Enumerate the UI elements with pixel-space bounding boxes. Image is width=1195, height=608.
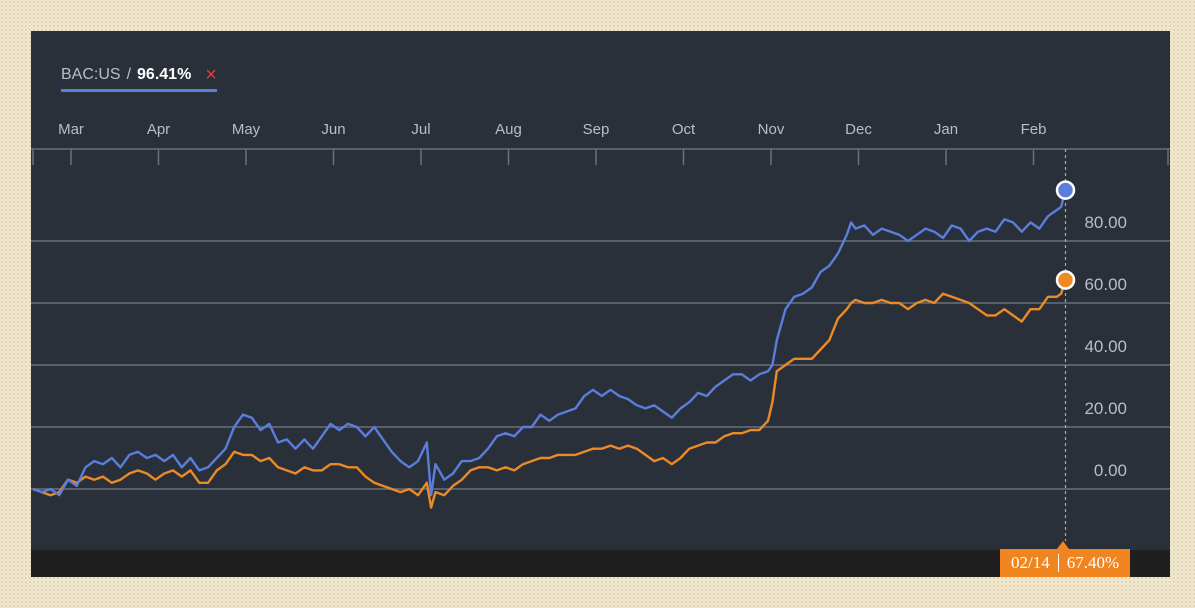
x-tick-label: Jul <box>411 121 430 138</box>
end-marker-secondary <box>1055 270 1076 290</box>
x-tick-label: Jan <box>934 121 958 138</box>
legend-item[interactable]: BAC:US / 96.41% × <box>61 63 217 92</box>
y-tick-label: 40.00 <box>1084 337 1127 356</box>
x-tick-label: May <box>232 121 261 138</box>
tooltip-separator <box>1057 554 1059 572</box>
y-axis: 80.00 60.00 40.00 20.00 0.00 <box>1084 213 1127 480</box>
chart-footer <box>31 550 1170 577</box>
gridlines <box>31 240 1170 490</box>
y-tick-label: 20.00 <box>1084 399 1127 418</box>
chart-panel: Mar Apr May Jun Jul Aug Sep Oct Nov Dec Jan Feb 80.… <box>31 31 1170 577</box>
x-tick-label: Feb <box>1021 121 1047 138</box>
line-chart[interactable]: Mar Apr May Jun Jul Aug Sep Oct Nov Dec Jan Feb 80.… <box>31 31 1170 577</box>
x-tick-label: Oct <box>672 121 696 138</box>
crosshair-tooltip: 02/14 67.40% <box>1000 549 1131 577</box>
x-tick-label: Apr <box>147 121 170 138</box>
remove-series-icon[interactable]: × <box>205 64 217 86</box>
legend-separator: / <box>126 66 132 83</box>
x-tick-label: Jun <box>321 121 345 138</box>
end-markers <box>1055 180 1076 290</box>
tooltip-date: 02/14 <box>1011 553 1050 572</box>
series-lines <box>32 189 1067 509</box>
x-tick-label: Mar <box>58 121 84 138</box>
x-axis: Mar Apr May Jun Jul Aug Sep Oct Nov Dec Jan Feb <box>31 121 1170 165</box>
tooltip-caret <box>1057 541 1069 549</box>
series-line-bac <box>32 189 1067 497</box>
y-tick-label: 60.00 <box>1084 275 1127 294</box>
tooltip-value: 67.40% <box>1066 553 1120 572</box>
x-tick-label: Dec <box>845 121 872 138</box>
series-line-secondary <box>32 279 1067 509</box>
end-marker-bac <box>1055 180 1076 200</box>
x-tick-label: Nov <box>758 121 785 138</box>
x-tick-label: Aug <box>495 121 522 138</box>
y-tick-label: 0.00 <box>1094 461 1127 480</box>
legend-ticker: BAC:US <box>61 66 121 83</box>
x-tick-label: Sep <box>583 121 610 138</box>
legend-percent: 96.41% <box>137 66 192 83</box>
y-tick-label: 80.00 <box>1084 213 1127 232</box>
